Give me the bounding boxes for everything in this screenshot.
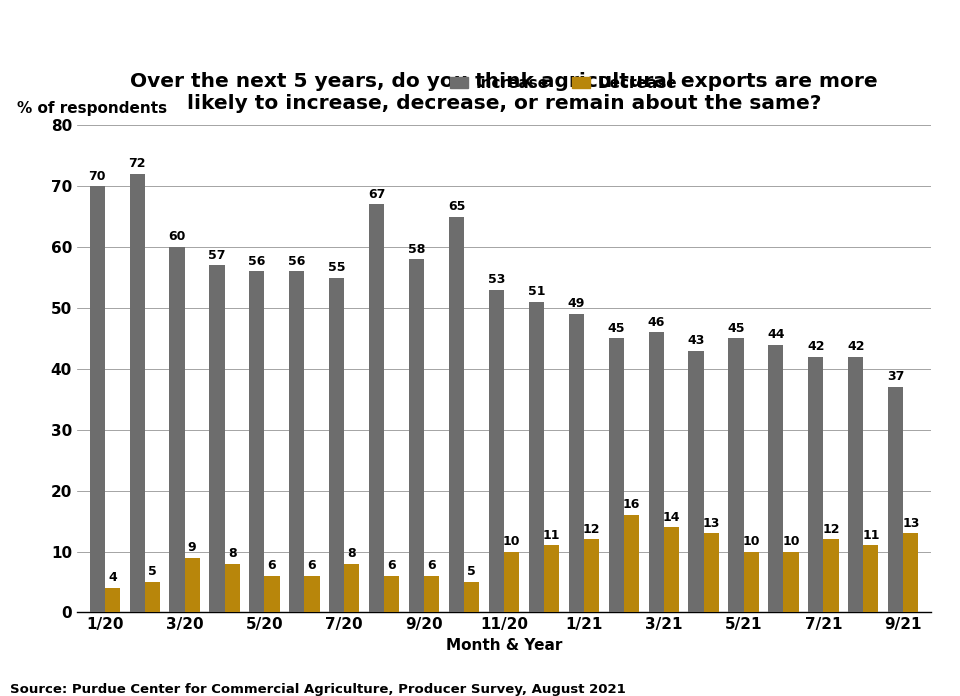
- Bar: [824, 539, 839, 612]
- Text: 60: 60: [168, 230, 185, 244]
- Text: 9: 9: [188, 541, 197, 554]
- Text: 58: 58: [408, 243, 425, 255]
- Bar: [169, 247, 184, 612]
- Bar: [345, 564, 359, 612]
- Bar: [464, 582, 479, 612]
- Text: 46: 46: [647, 316, 665, 329]
- Bar: [663, 528, 679, 612]
- Text: 13: 13: [902, 516, 920, 530]
- Text: 8: 8: [228, 547, 236, 560]
- Text: 43: 43: [687, 334, 705, 347]
- Text: 51: 51: [528, 285, 545, 298]
- Bar: [209, 265, 225, 612]
- Bar: [304, 576, 320, 612]
- Text: 42: 42: [807, 340, 825, 353]
- Bar: [649, 333, 663, 612]
- Title: Over the next 5 years, do you think agricultural exports are more
likely to incr: Over the next 5 years, do you think agri…: [131, 72, 877, 113]
- Text: Source: Purdue Center for Commercial Agriculture, Producer Survey, August 2021: Source: Purdue Center for Commercial Agr…: [10, 683, 625, 695]
- Bar: [768, 345, 783, 612]
- Text: 45: 45: [608, 322, 625, 335]
- Text: 14: 14: [662, 511, 680, 523]
- Bar: [250, 271, 264, 612]
- Bar: [744, 551, 758, 612]
- Text: 44: 44: [767, 328, 784, 341]
- Text: 12: 12: [822, 523, 840, 536]
- Text: 10: 10: [503, 535, 520, 548]
- Text: 6: 6: [427, 560, 436, 572]
- Text: 13: 13: [703, 516, 720, 530]
- Bar: [424, 576, 440, 612]
- Text: 4: 4: [108, 571, 117, 585]
- Text: 10: 10: [742, 535, 760, 548]
- Bar: [289, 271, 304, 612]
- Bar: [903, 533, 919, 612]
- Bar: [609, 338, 624, 612]
- Bar: [329, 278, 345, 612]
- Text: 6: 6: [388, 560, 396, 572]
- Text: 6: 6: [268, 560, 276, 572]
- Bar: [688, 351, 704, 612]
- Bar: [225, 564, 240, 612]
- Bar: [848, 356, 863, 612]
- Bar: [729, 338, 744, 612]
- Text: 5: 5: [468, 565, 476, 578]
- Y-axis label: % of respondents: % of respondents: [17, 100, 167, 116]
- Text: 70: 70: [88, 170, 106, 182]
- Text: 56: 56: [249, 255, 266, 268]
- Bar: [504, 551, 519, 612]
- Bar: [449, 216, 464, 612]
- Text: 11: 11: [862, 529, 879, 541]
- Text: 72: 72: [129, 157, 146, 171]
- Bar: [409, 260, 424, 612]
- Text: 65: 65: [447, 200, 466, 213]
- X-axis label: Month & Year: Month & Year: [445, 638, 563, 653]
- Bar: [105, 588, 120, 612]
- Bar: [89, 187, 105, 612]
- Text: 16: 16: [623, 498, 640, 512]
- Text: 57: 57: [208, 248, 226, 262]
- Text: 10: 10: [782, 535, 800, 548]
- Bar: [489, 290, 504, 612]
- Text: 12: 12: [583, 523, 600, 536]
- Bar: [145, 582, 160, 612]
- Bar: [184, 557, 200, 612]
- Bar: [529, 302, 544, 612]
- Text: 37: 37: [887, 370, 904, 383]
- Bar: [888, 387, 903, 612]
- Text: 5: 5: [148, 565, 156, 578]
- Bar: [384, 576, 399, 612]
- Bar: [568, 314, 584, 612]
- Text: 6: 6: [307, 560, 316, 572]
- Text: 53: 53: [488, 273, 505, 286]
- Text: 11: 11: [542, 529, 561, 541]
- Bar: [264, 576, 279, 612]
- Legend: Increase, Decrease: Increase, Decrease: [444, 70, 684, 97]
- Bar: [624, 515, 639, 612]
- Bar: [544, 546, 559, 612]
- Bar: [704, 533, 719, 612]
- Bar: [584, 539, 599, 612]
- Bar: [783, 551, 799, 612]
- Text: 8: 8: [348, 547, 356, 560]
- Bar: [863, 546, 878, 612]
- Text: 56: 56: [288, 255, 305, 268]
- Text: 42: 42: [847, 340, 865, 353]
- Bar: [808, 356, 824, 612]
- Bar: [130, 174, 145, 612]
- Text: 49: 49: [567, 297, 585, 310]
- Text: 45: 45: [728, 322, 745, 335]
- Text: 55: 55: [328, 261, 346, 274]
- Text: 67: 67: [368, 188, 385, 201]
- Bar: [369, 205, 384, 612]
